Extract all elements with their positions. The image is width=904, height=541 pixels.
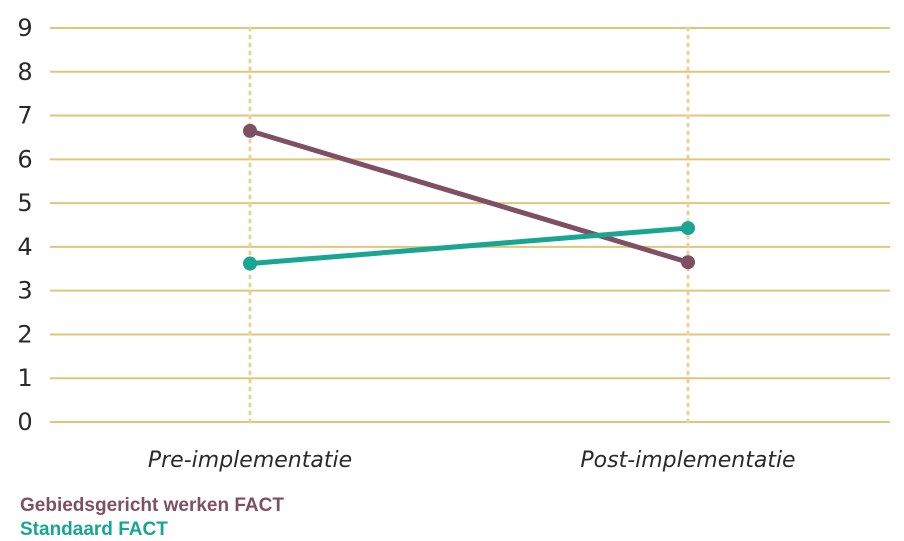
series-lines	[247, 128, 691, 267]
y-tick-label-2: 2	[17, 320, 32, 348]
y-tick-label-0: 0	[17, 408, 32, 436]
y-axis: 0 1 2 3 4 5 6 7 8 9	[17, 14, 32, 436]
data-point-s1-2	[681, 255, 695, 270]
category-guides	[248, 26, 690, 424]
series-line-2	[247, 225, 691, 267]
y-tick-label-5: 5	[17, 189, 32, 217]
y-tick-label-8: 8	[17, 58, 32, 86]
series-points	[243, 123, 695, 271]
data-point-s2-2	[681, 221, 695, 236]
legend-item-gebiedsgericht: Gebiedsgericht werken FACT	[20, 495, 284, 516]
y-tick-label-1: 1	[17, 364, 32, 392]
y-tick-label-7: 7	[17, 102, 32, 130]
x-axis: Pre-implementatie Post-implementatie	[148, 448, 796, 473]
y-tick-label-9: 9	[17, 14, 32, 42]
x-tick-label-1: Pre-implementatie	[148, 448, 352, 473]
x-tick-label-2: Post-implementatie	[580, 448, 795, 473]
y-tick-label-4: 4	[17, 233, 32, 261]
gridlines	[50, 27, 890, 423]
legend-item-standaard: Standaard FACT	[20, 519, 168, 540]
series-line-1	[247, 128, 691, 265]
y-tick-label-3: 3	[17, 277, 32, 305]
data-point-s1-1	[243, 123, 257, 138]
data-point-s2-1	[243, 256, 257, 271]
y-tick-label-6: 6	[17, 145, 32, 173]
